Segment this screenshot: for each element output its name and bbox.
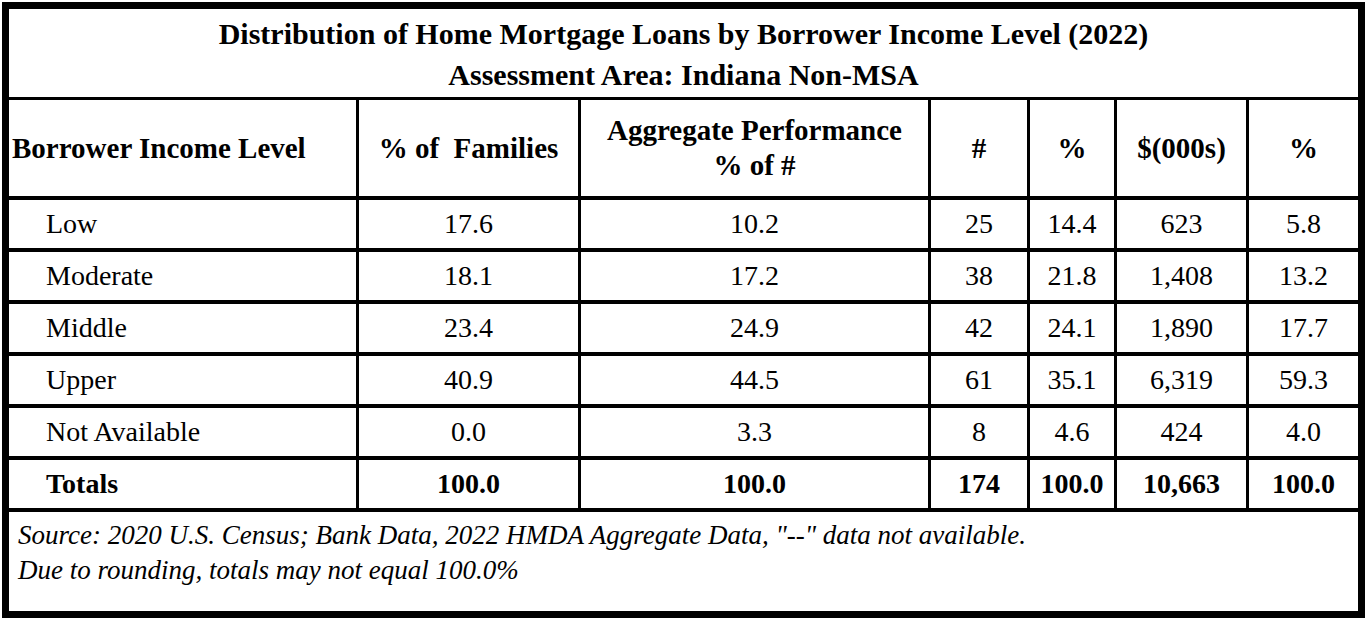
loan-count-cell: 8 [931, 408, 1030, 456]
aggregate-performance-cell: 44.5 [581, 356, 931, 404]
dollar-amount-cell: 424 [1117, 408, 1249, 456]
document-page: Distribution of Home Mortgage Loans by B… [0, 0, 1371, 635]
table-row-moderate: Moderate 18.1 17.2 38 21.8 1,408 13.2 [9, 252, 1358, 304]
loan-count-cell: 25 [931, 200, 1030, 248]
column-header-pct-families: % of Families [359, 100, 581, 196]
footnote-source-line: Source: 2020 U.S. Census; Bank Data, 202… [18, 518, 1348, 553]
income-level-cell: Middle [9, 304, 359, 352]
loan-count-cell: 42 [931, 304, 1030, 352]
loan-count-pct-cell: 35.1 [1030, 356, 1117, 404]
table-title-line1: Distribution of Home Mortgage Loans by B… [9, 13, 1358, 54]
loan-count-pct-cell: 14.4 [1030, 200, 1117, 248]
pct-families-cell: 40.9 [359, 356, 581, 404]
loan-count-cell: 38 [931, 252, 1030, 300]
dollar-pct-cell: 4.0 [1249, 408, 1358, 456]
pct-families-cell: 23.4 [359, 304, 581, 352]
dollar-amount-cell: 6,319 [1117, 356, 1249, 404]
dollar-amount-total-cell: 10,663 [1117, 460, 1249, 508]
aggregate-performance-total-cell: 100.0 [581, 460, 931, 508]
income-level-cell: Low [9, 200, 359, 248]
dollar-pct-total-cell: 100.0 [1249, 460, 1358, 508]
dollar-amount-cell: 1,408 [1117, 252, 1249, 300]
table-row-not-available: Not Available 0.0 3.3 8 4.6 424 4.0 [9, 408, 1358, 460]
table-row-low: Low 17.6 10.2 25 14.4 623 5.8 [9, 200, 1358, 252]
footnote-rounding-line: Due to rounding, totals may not equal 10… [18, 553, 1348, 588]
pct-families-cell: 18.1 [359, 252, 581, 300]
table-row-totals: Totals 100.0 100.0 174 100.0 10,663 100.… [9, 460, 1358, 512]
pct-families-cell: 17.6 [359, 200, 581, 248]
dollar-pct-cell: 13.2 [1249, 252, 1358, 300]
totals-label-cell: Totals [9, 460, 359, 508]
table-row-middle: Middle 23.4 24.9 42 24.1 1,890 17.7 [9, 304, 1358, 356]
pct-families-total-cell: 100.0 [359, 460, 581, 508]
table-header-row: Borrower Income Level % of Families Aggr… [9, 100, 1358, 200]
aggregate-performance-cell: 3.3 [581, 408, 931, 456]
loan-count-pct-total-cell: 100.0 [1030, 460, 1117, 508]
dollar-pct-cell: 17.7 [1249, 304, 1358, 352]
dollar-amount-cell: 623 [1117, 200, 1249, 248]
loan-count-pct-cell: 4.6 [1030, 408, 1117, 456]
column-header-count: # [931, 100, 1030, 196]
mortgage-distribution-table: Distribution of Home Mortgage Loans by B… [2, 2, 1365, 618]
column-header-dollars-pct: % [1249, 100, 1358, 196]
loan-count-pct-cell: 21.8 [1030, 252, 1117, 300]
column-header-count-pct: % [1030, 100, 1117, 196]
income-level-cell: Moderate [9, 252, 359, 300]
table-row-upper: Upper 40.9 44.5 61 35.1 6,319 59.3 [9, 356, 1358, 408]
table-footnote: Source: 2020 U.S. Census; Bank Data, 202… [9, 512, 1358, 611]
dollar-pct-cell: 5.8 [1249, 200, 1358, 248]
dollar-pct-cell: 59.3 [1249, 356, 1358, 404]
loan-count-total-cell: 174 [931, 460, 1030, 508]
aggregate-performance-cell: 17.2 [581, 252, 931, 300]
column-header-borrower-income-level: Borrower Income Level [9, 100, 359, 196]
income-level-cell: Not Available [9, 408, 359, 456]
table-title-line2: Assessment Area: Indiana Non-MSA [9, 54, 1358, 95]
loan-count-pct-cell: 24.1 [1030, 304, 1117, 352]
table-title: Distribution of Home Mortgage Loans by B… [9, 9, 1358, 100]
dollar-amount-cell: 1,890 [1117, 304, 1249, 352]
aggregate-performance-cell: 24.9 [581, 304, 931, 352]
loan-count-cell: 61 [931, 356, 1030, 404]
aggregate-performance-cell: 10.2 [581, 200, 931, 248]
column-header-aggregate-performance: Aggregate Performance % of # [581, 100, 931, 196]
column-header-dollars: $(000s) [1117, 100, 1249, 196]
income-level-cell: Upper [9, 356, 359, 404]
pct-families-cell: 0.0 [359, 408, 581, 456]
